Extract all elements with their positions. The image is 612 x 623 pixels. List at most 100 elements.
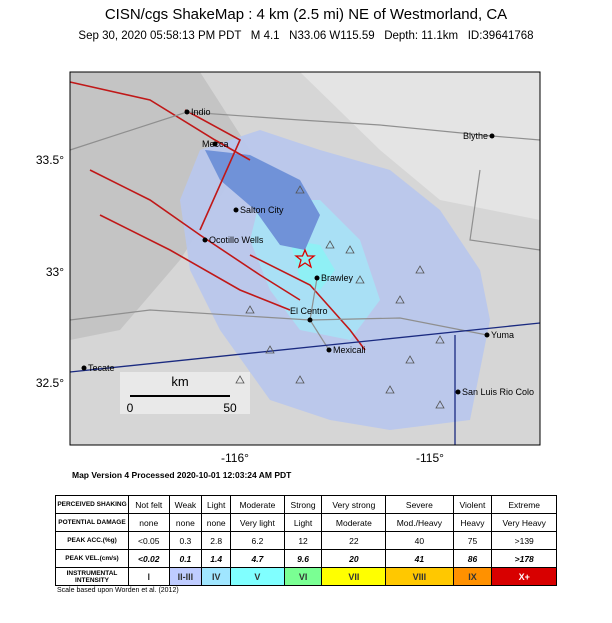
- station: [385, 385, 395, 394]
- place-dot: [202, 237, 208, 243]
- legend-cell: <0.05: [128, 531, 170, 550]
- station: [355, 275, 365, 284]
- place-dot: [184, 109, 190, 115]
- legend-cell: 41: [385, 549, 454, 568]
- legend-cell: X+: [491, 567, 557, 586]
- place-dot: [484, 332, 490, 338]
- map-version: Map Version 4 Processed 2020-10-01 12:03…: [72, 470, 292, 480]
- place-label: Yuma: [491, 330, 514, 340]
- place-dot: [212, 141, 218, 147]
- fault: [69, 81, 251, 161]
- station: [295, 375, 305, 384]
- lat-label: 33°: [46, 265, 64, 279]
- station: [345, 245, 355, 254]
- place-dot: [455, 389, 461, 395]
- legend-cell: 20: [321, 549, 387, 568]
- faults: [69, 81, 366, 351]
- row-label: PEAK ACC.(%g): [55, 531, 129, 550]
- legend-table: PERCEIVED SHAKING Not felt Weak Light Modera…: [55, 495, 557, 586]
- legend-cell: Not felt: [128, 495, 170, 514]
- row-label: PEAK VEL.(cm/s): [55, 549, 129, 568]
- footnote: Scale based upon Worden et al. (2012): [57, 587, 179, 594]
- legend-cell: VI: [283, 567, 323, 586]
- legend-cell: Strong: [283, 495, 323, 514]
- subtitle: Sep 30, 2020 05:58:13 PM PDT M 4.1 N33.0…: [78, 30, 534, 42]
- map: 33.5° 33° 32.5° -116° -115° Indio Mecca Blythe S…: [36, 71, 541, 465]
- legend-cell: 4.7: [230, 549, 285, 568]
- legend-cell: 0.1: [168, 549, 203, 568]
- legend-cell: Very Heavy: [491, 513, 557, 532]
- mountains: [70, 72, 250, 340]
- map-frame: [69, 71, 541, 446]
- legend-cell: I: [128, 567, 170, 586]
- fault: [184, 109, 242, 231]
- row-label: POTENTIAL DAMAGE: [55, 513, 129, 532]
- place-label: Salton City: [240, 205, 284, 215]
- legend-cell: 0.3: [168, 531, 203, 550]
- title: CISN/cgs ShakeMap : 4 km (2.5 mi) NE of …: [104, 6, 508, 23]
- place-label: San Luis Rio Colo: [462, 387, 534, 397]
- scale-box: [120, 372, 250, 414]
- legend-cell: none: [128, 513, 170, 532]
- place-dot: [307, 317, 313, 323]
- legend-row: INSTRUMENTAL INTENSITY I II-III IV V VI VII VII…: [55, 567, 557, 586]
- epicenter: [294, 248, 316, 269]
- station: [395, 295, 405, 304]
- legend-cell: none: [201, 513, 232, 532]
- legend-cell: Very light: [230, 513, 285, 532]
- border-state: [469, 169, 541, 251]
- place-label: Blythe: [463, 131, 488, 141]
- legend-cell: 6.2: [230, 531, 285, 550]
- legend-cell: 12: [283, 531, 323, 550]
- legend-cell: >139: [491, 531, 557, 550]
- station: [405, 355, 415, 364]
- place-label: Brawley: [321, 273, 354, 283]
- station: [295, 185, 305, 194]
- legend-cell: Very strong: [321, 495, 387, 514]
- station: [415, 265, 425, 274]
- place-label: Indio: [191, 107, 211, 117]
- desert: [300, 72, 540, 220]
- legend-cell: Mod./Heavy: [385, 513, 454, 532]
- place-dot: [314, 275, 320, 281]
- place-label: Ocotillo Wells: [209, 235, 264, 245]
- legend-row: POTENTIAL DAMAGE none none none Very light Li…: [55, 513, 557, 532]
- row-label: INSTRUMENTAL INTENSITY: [55, 567, 129, 586]
- legend-cell: Moderate: [321, 513, 387, 532]
- legend-cell: IV: [201, 567, 232, 586]
- legend-cell: Light: [201, 495, 232, 514]
- legend-row: PEAK ACC.(%g) <0.05 0.3 2.8 6.2 12 22 40 75 >139: [55, 531, 557, 550]
- legend-cell: II-III: [168, 567, 203, 586]
- place-label: El Centro: [290, 306, 328, 316]
- fault: [99, 214, 291, 311]
- legend-cell: 75: [452, 531, 493, 550]
- legend-cell: Moderate: [230, 495, 285, 514]
- legend-cell: <0.02: [128, 549, 170, 568]
- legend-row: PERCEIVED SHAKING Not felt Weak Light Modera…: [55, 495, 557, 514]
- scale-unit: km: [171, 374, 188, 389]
- legend-row: PEAK VEL.(cm/s) <0.02 0.1 1.4 4.7 9.6 20 41 86 >1…: [55, 549, 557, 568]
- station: [245, 305, 255, 314]
- fault: [249, 254, 366, 351]
- legend-cell: >178: [491, 549, 557, 568]
- station: [435, 335, 445, 344]
- place-dot: [326, 347, 332, 353]
- legend-cell: Light: [283, 513, 323, 532]
- legend-cell: Weak: [168, 495, 203, 514]
- fault: [89, 169, 301, 301]
- legend-cell: VII: [321, 567, 387, 586]
- legend-cell: none: [168, 513, 203, 532]
- place-label: Mexicali: [333, 345, 366, 355]
- station: [235, 375, 245, 384]
- legend-cell: 9.6: [283, 549, 323, 568]
- legend-cell: 22: [321, 531, 387, 550]
- legend-cell: IX: [452, 567, 493, 586]
- station: [435, 400, 445, 409]
- road: [69, 111, 541, 151]
- place-dot: [489, 133, 495, 139]
- legend-cell: V: [230, 567, 285, 586]
- legend-cell: 1.4: [201, 549, 232, 568]
- scale-label: 50: [223, 401, 237, 415]
- legend-cell: 40: [385, 531, 454, 550]
- station: [265, 345, 275, 354]
